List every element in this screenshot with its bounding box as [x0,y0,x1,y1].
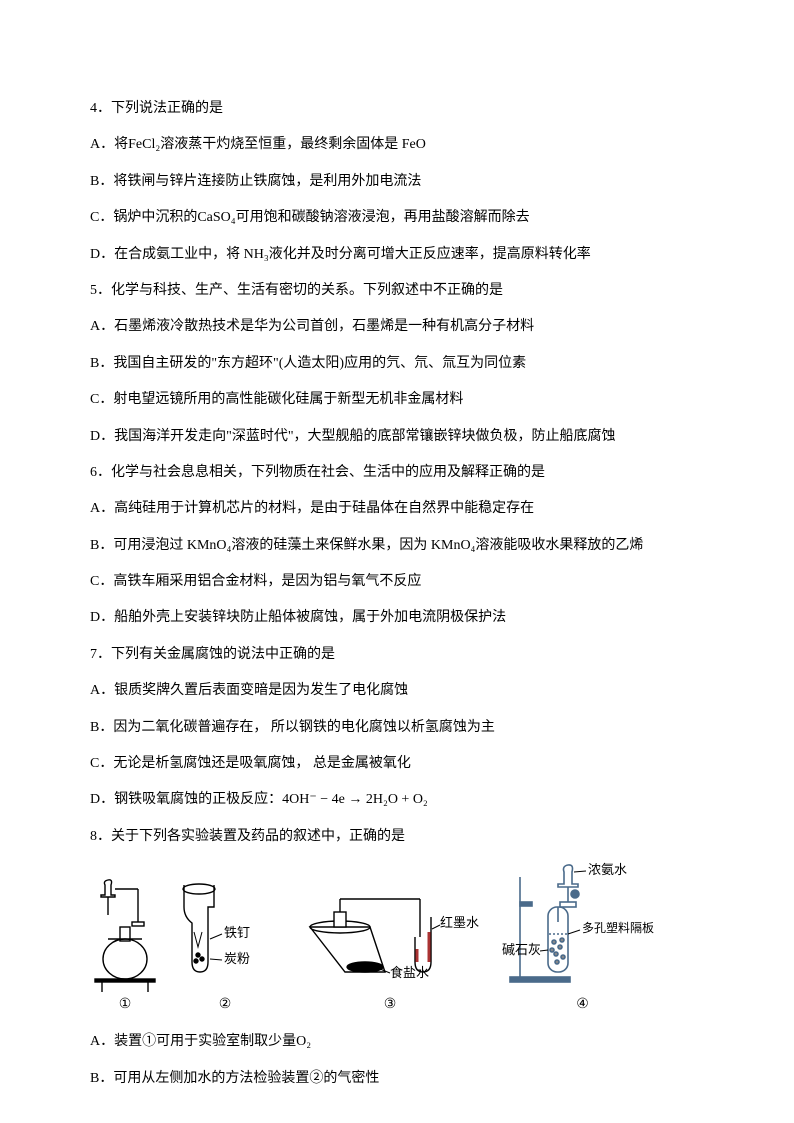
q6-optA: A．高纯硅用于计算机芯片的材料，是由于硅晶体在自然界中能稳定存在 [90,498,704,520]
diagram-2-label: ② [219,996,232,1013]
diagram-1-label: ① [119,996,132,1013]
q5-optC: C．射电望远镜所用的高性能碳化硅属于新型无机非金属材料 [90,389,704,411]
q5-stem: 5．化学与科技、生产、生活有密切的关系。下列叙述中不正确的是 [90,280,704,302]
q6-optD: D．船舶外壳上安装锌块防止船体被腐蚀，属于外加电流阴极保护法 [90,607,704,629]
diagram-2: 铁钉 炭粉 ② [170,877,280,1013]
q6-stem: 6．化学与社会息息相关，下列物质在社会、生活中的应用及解释正确的是 [90,462,704,484]
q7-optB: B．因为二氧化碳普遍存在， 所以钢铁的电化腐蚀以析氢腐蚀为主 [90,717,704,739]
q5-optD: D．我国海洋开发走向"深蓝时代"，大型舰船的底部常镶嵌锌块做负极，防止船底腐蚀 [90,426,704,448]
q6-optB: B．可用浸泡过 KMnO₄溶液的硅藻土来保鲜水果，因为 KMnO₄溶液能吸收水果… [90,535,704,557]
d3-right-label: 红墨水 [440,915,479,930]
d2-top-label: 铁钉 [224,925,250,940]
q7-stem: 7．下列有关金属腐蚀的说法中正确的是 [90,644,704,666]
diagram-3: 红墨水 食盐水 ③ [290,877,490,1013]
diagram-3-label: ③ [384,996,397,1013]
q4-stem: 4．下列说法正确的是 [90,98,704,120]
apparatus-4-icon: 浓氨水 多孔塑料隔板 碱石灰 [500,862,665,992]
q8-optA: A．装置①可用于实验室制取少量O₂ [90,1031,704,1053]
q7-optA: A．银质奖牌久置后表面变暗是因为发生了电化腐蚀 [90,680,704,702]
diagram-4-label: ④ [576,996,589,1013]
q7-optD: D．钢铁吸氧腐蚀的正极反应：4OH⁻ − 4e → 2H₂O + O₂ [90,789,704,811]
d4-left-label: 碱石灰 [502,942,541,957]
diagram-row: ① 铁钉 炭粉 ② [90,862,704,1013]
d3-left-label: 食盐水 [390,965,429,980]
q4-optB: B．将铁闸与锌片连接防止铁腐蚀，是利用外加电流法 [90,171,704,193]
apparatus-2-icon: 铁钉 炭粉 [170,877,280,992]
q7-optC: C．无论是析氢腐蚀还是吸氧腐蚀， 总是金属被氧化 [90,753,704,775]
q5-optB: B．我国自主研发的"东方超环"(人造太阳)应用的氕、氘、氚互为同位素 [90,353,704,375]
q4-optC: C．锅炉中沉积的CaSO₄可用饱和碳酸钠溶液浸泡，再用盐酸溶解而除去 [90,207,704,229]
d4-mid-label: 多孔塑料隔板 [582,920,654,935]
q5-optA: A．石墨烯液冷散热技术是华为公司首创，石墨烯是一种有机高分子材料 [90,316,704,338]
d4-top-label: 浓氨水 [588,862,627,877]
apparatus-3-icon: 红墨水 食盐水 [290,877,490,992]
q8-optB: B．可用从左侧加水的方法检验装置②的气密性 [90,1068,704,1090]
d2-bottom-label: 炭粉 [224,951,250,966]
q6-optC: C．高铁车厢采用铝合金材料，是因为铝与氧气不反应 [90,571,704,593]
diagram-4: 浓氨水 多孔塑料隔板 碱石灰 ④ [500,862,665,1013]
q4-optA: A．将FeCl₂溶液蒸干灼烧至恒重，最终剩余固体是 FeO [90,134,704,156]
apparatus-1-icon [90,877,160,992]
q8-stem: 8．关于下列各实验装置及药品的叙述中，正确的是 [90,826,704,848]
q4-optD: D．在合成氨工业中，将 NH₃液化并及时分离可增大正反应速率，提高原料转化率 [90,244,704,266]
diagram-1: ① [90,877,160,1013]
